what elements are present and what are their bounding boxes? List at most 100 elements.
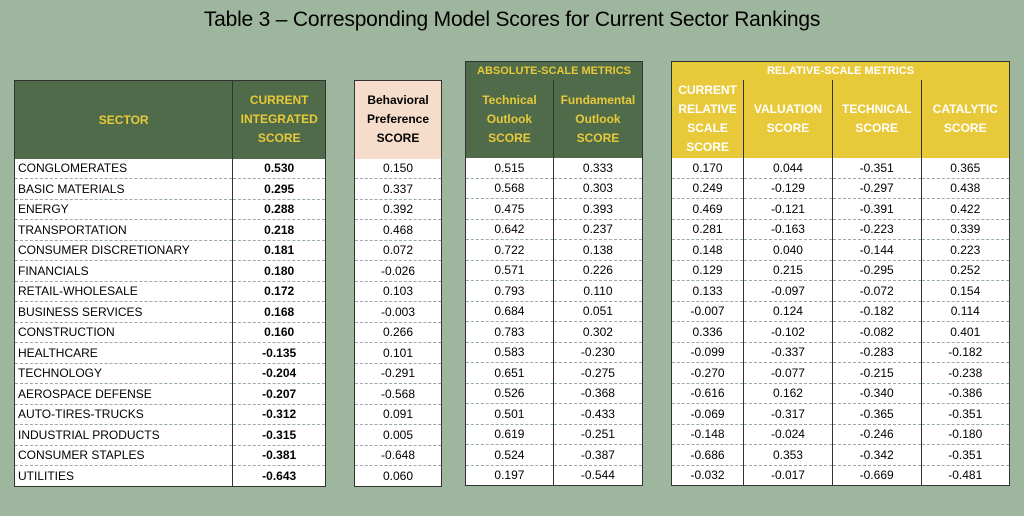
header-line: Outlook	[575, 111, 621, 126]
behavioral-rows: 0.150 0.337 0.392 0.468 0.072 -0.026 0.103 -0.0…	[354, 158, 442, 487]
cell-valuation: 0.040	[743, 239, 833, 261]
header-line: SCORE	[488, 130, 531, 145]
cell-sector: AEROSPACE DEFENSE	[14, 383, 234, 405]
cell-fund-outlook: 0.226	[553, 260, 643, 281]
cell-tech-outlook: 0.583	[465, 342, 554, 363]
cell-integrated: -0.643	[262, 468, 297, 483]
table-row: HEALTHCARE -0.135	[14, 342, 326, 364]
cell-sector: UTILITIES	[14, 465, 234, 486]
cell-technical: -0.283	[832, 342, 922, 363]
cell-integrated: 0.295	[232, 178, 326, 200]
cell-relative: -0.686	[671, 444, 745, 466]
group-absolute-label: ABSOLUTE-SCALE METRICS	[465, 61, 643, 80]
cell-catalytic: -0.182	[921, 342, 1010, 363]
cell-integrated: -0.315	[232, 424, 326, 446]
cell-catalytic: -0.351	[921, 444, 1010, 466]
table-row: -0.069 -0.317 -0.365 -0.351	[671, 403, 1010, 425]
cell-technical: -0.082	[832, 321, 922, 343]
cell-integrated: -0.135	[232, 342, 326, 364]
cell-fund-outlook: 0.138	[553, 239, 643, 261]
cell-tech-outlook: 0.197	[465, 465, 554, 486]
table-row: CONGLOMERATES 0.530	[14, 158, 326, 179]
table-row: 0.170 0.044 -0.351 0.365	[671, 158, 1010, 179]
cell-relative: 0.148	[671, 239, 745, 261]
cell-valuation: -0.097	[743, 280, 833, 302]
header-line: SCORE	[376, 131, 420, 146]
cell-catalytic: -0.238	[921, 362, 1010, 384]
cell-behavioral: 0.060	[382, 468, 414, 483]
cell-tech-outlook: 0.722	[465, 239, 554, 261]
cell-sector: CONSUMER DISCRETIONARY	[14, 240, 234, 261]
cell-tech-outlook: 0.568	[465, 178, 554, 199]
cell-sector: TRANSPORTATION	[14, 219, 234, 241]
cell-technical: -0.295	[832, 260, 922, 281]
table-row: -0.007 0.124 -0.182 0.114	[671, 301, 1010, 322]
table-row: 0.197 -0.544	[465, 465, 643, 486]
table-row: 0.651 -0.275	[465, 362, 643, 384]
cell-behavioral: -0.291	[354, 363, 442, 384]
table-row: TECHNOLOGY -0.204	[14, 363, 326, 384]
table-row: RETAIL-WHOLESALE 0.172	[14, 281, 326, 302]
header-line: SCALE	[687, 121, 728, 135]
table-row: 0.266	[354, 322, 442, 343]
cell-integrated: 0.180	[232, 260, 326, 282]
table-row: 0.793 0.110	[465, 280, 643, 302]
cell-integrated: 0.530	[232, 158, 326, 179]
header-fundamental-outlook: Fundamental Outlook SCORE	[553, 80, 643, 158]
cell-catalytic: -0.386	[921, 383, 1010, 404]
cell-catalytic: 0.365	[921, 158, 1010, 179]
cell-behavioral: -0.648	[354, 445, 442, 466]
cell-valuation: -0.077	[743, 362, 833, 384]
cell-tech-outlook: 0.783	[465, 321, 554, 343]
cell-behavioral: 0.005	[354, 424, 442, 446]
cell-integrated: -0.312	[232, 404, 326, 425]
header-line: Fundamental	[560, 92, 636, 107]
cell-relative: 0.133	[671, 280, 745, 302]
cell-sector: CONGLOMERATES	[14, 158, 234, 179]
cell-tech-outlook: 0.793	[465, 280, 554, 302]
table-row: 0.475 0.393	[465, 198, 643, 220]
group-relative-label: RELATIVE-SCALE METRICS	[671, 61, 1010, 80]
cell-sector: ENERGY	[14, 199, 234, 220]
table-row: 0.619 -0.251	[465, 424, 643, 445]
cell-relative: -0.032	[671, 465, 745, 486]
cell-relative: 0.281	[671, 219, 745, 240]
cell-integrated: 0.172	[232, 281, 326, 302]
cell-technical: -0.340	[832, 383, 922, 404]
cell-integrated: -0.381	[232, 445, 326, 466]
cell-fund-outlook: -0.275	[553, 362, 643, 384]
cell-behavioral: 0.337	[354, 178, 442, 200]
cell-valuation: 0.044	[743, 158, 833, 179]
table-row: -0.032 -0.017 -0.669 -0.481	[671, 465, 1010, 486]
cell-sector: HEALTHCARE	[14, 342, 234, 364]
cell-relative: -0.148	[671, 424, 745, 445]
cell-fund-outlook: -0.230	[553, 342, 643, 363]
header-line: SCORE	[257, 131, 301, 146]
header-catalytic: CATALYTIC SCORE	[921, 80, 1010, 158]
cell-fund-outlook: 0.303	[553, 178, 643, 199]
table-row: -0.148 -0.024 -0.246 -0.180	[671, 424, 1010, 445]
table-row: -0.026	[354, 260, 442, 282]
table-row: 0.583 -0.230	[465, 342, 643, 363]
table-row: 0.133 -0.097 -0.072 0.154	[671, 280, 1010, 302]
cell-technical: -0.182	[832, 301, 922, 322]
table-row: -0.616 0.162 -0.340 -0.386	[671, 383, 1010, 404]
cell-tech-outlook: 0.619	[465, 424, 554, 445]
table-row: 0.148 0.040 -0.144 0.223	[671, 239, 1010, 261]
cell-behavioral: -0.568	[354, 383, 442, 405]
cell-tech-outlook: 0.501	[465, 403, 554, 425]
cell-relative: -0.099	[671, 342, 745, 363]
table-row: -0.568	[354, 383, 442, 405]
table-row: 0.571 0.226	[465, 260, 643, 281]
header-line: SCORE	[943, 121, 987, 135]
cell-valuation: -0.129	[743, 178, 833, 199]
cell-behavioral: 0.101	[354, 342, 442, 364]
cell-sector: RETAIL-WHOLESALE	[14, 281, 234, 302]
header-line: Behavioral	[367, 93, 429, 108]
cell-relative: 0.129	[671, 260, 745, 281]
table-row: AEROSPACE DEFENSE -0.207	[14, 383, 326, 405]
cell-tech-outlook: 0.526	[465, 383, 554, 404]
table-row: 0.515 0.333	[465, 158, 643, 179]
relative-metrics-table: RELATIVE-SCALE METRICS CURRENT RELATIVE …	[671, 61, 1010, 486]
cell-valuation: -0.163	[743, 219, 833, 240]
